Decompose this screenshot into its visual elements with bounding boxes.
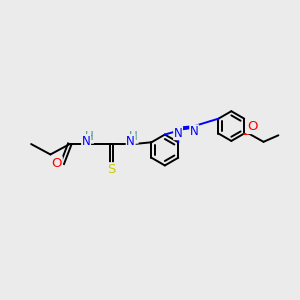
Text: H: H xyxy=(85,130,93,143)
Text: N: N xyxy=(174,127,182,140)
Text: S: S xyxy=(107,163,116,176)
Text: H: H xyxy=(129,130,138,143)
Text: N: N xyxy=(126,135,135,148)
Text: O: O xyxy=(52,157,62,170)
Text: N: N xyxy=(82,135,91,148)
Text: O: O xyxy=(247,121,257,134)
Text: N: N xyxy=(190,125,199,138)
